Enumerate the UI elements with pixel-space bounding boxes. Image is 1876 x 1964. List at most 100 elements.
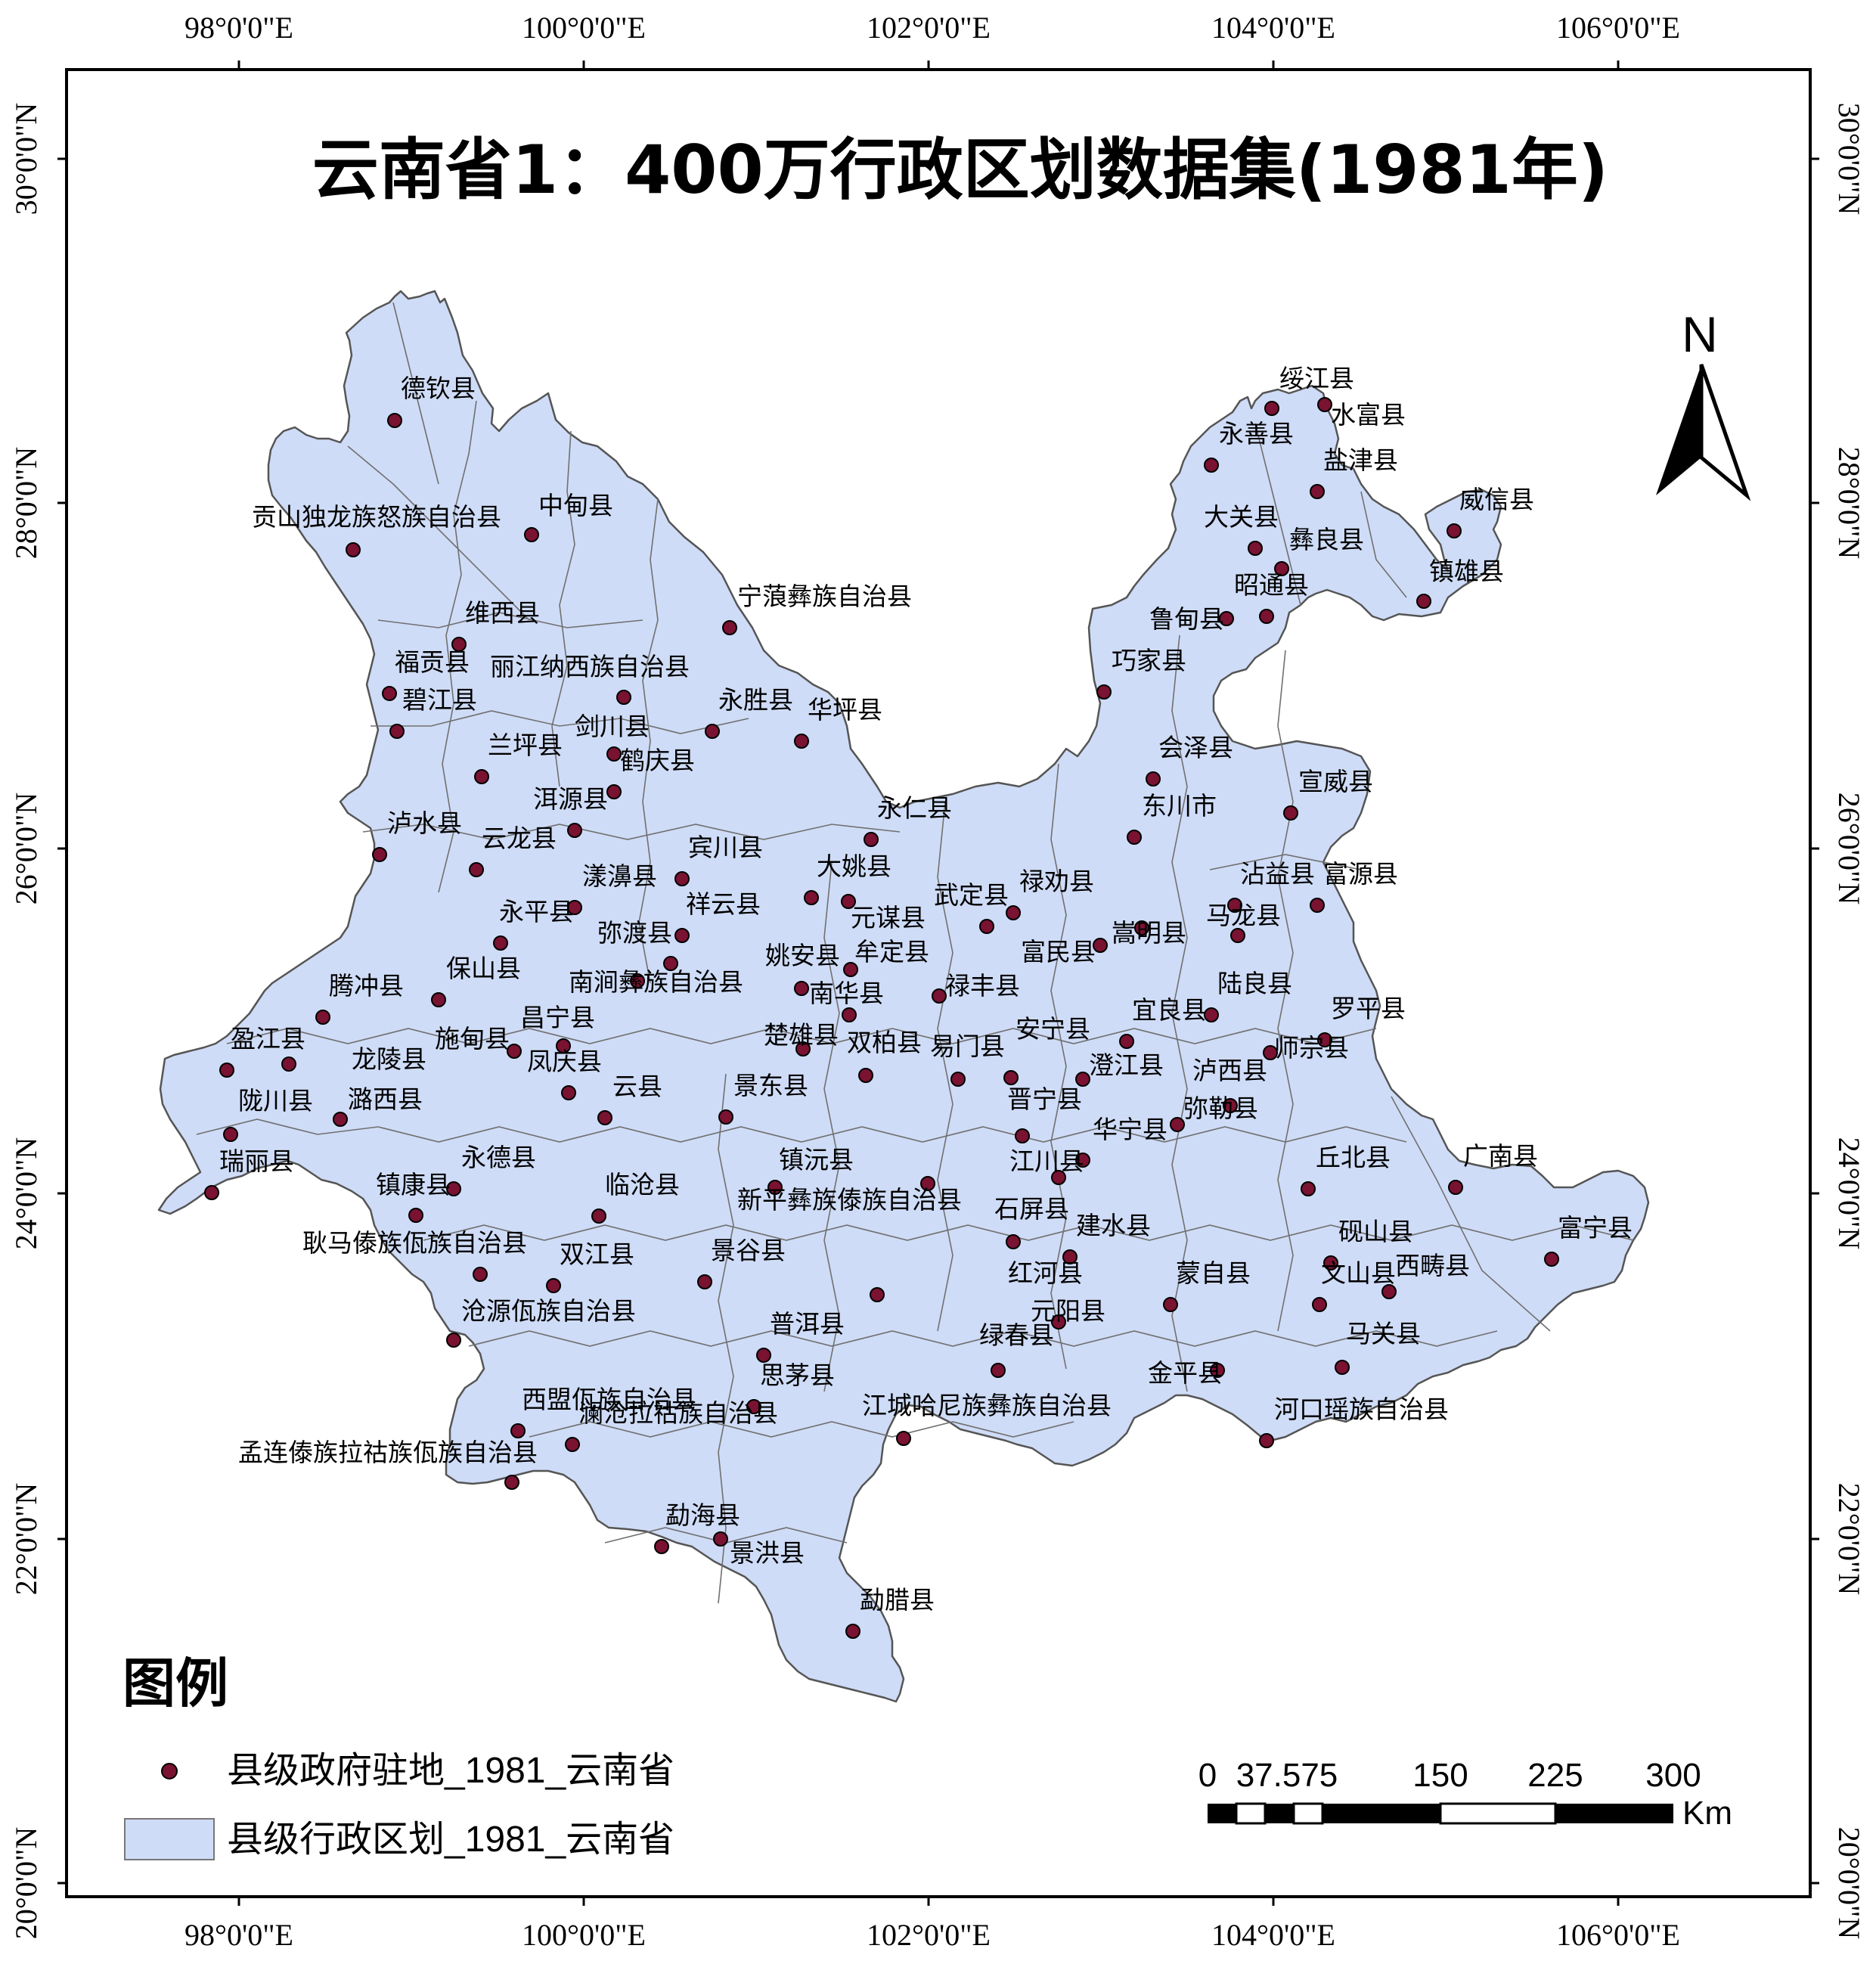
left-tick-label: 24°0'0"N (9, 1137, 43, 1249)
county-label: 金平县 (1148, 1358, 1223, 1388)
county-seat-point (722, 620, 737, 635)
county-label: 鹤庆县 (620, 746, 695, 775)
scale-label: 0 (1198, 1757, 1217, 1794)
north-arrow-icon-outline (1699, 364, 1751, 501)
county-seat-point (597, 1110, 612, 1125)
county-label: 龙陵县 (352, 1044, 426, 1074)
county-label: 永德县 (461, 1143, 536, 1172)
county-seat-point (372, 847, 387, 862)
county-seat-point (718, 1109, 733, 1125)
legend-point-symbol (161, 1763, 178, 1779)
county-seat-point (1301, 1181, 1316, 1196)
bottom-tick-label: 98°0'0"E (184, 1918, 293, 1952)
county-label: 红河县 (1008, 1258, 1083, 1288)
county-label: 景东县 (733, 1071, 808, 1100)
county-seat-point (1204, 1007, 1219, 1022)
county-seat-point (1127, 830, 1142, 845)
county-label: 双江县 (560, 1240, 634, 1269)
county-label: 中甸县 (538, 491, 613, 520)
legend-polygon-label: 县级行政区划_1981_云南省 (227, 1820, 674, 1860)
county-label: 孟连傣族拉祜族佤族自治县 (238, 1438, 538, 1467)
county-label: 广南县 (1463, 1141, 1538, 1171)
county-seat-point (524, 527, 539, 542)
county-seat-point (473, 1267, 488, 1282)
county-label: 罗平县 (1331, 994, 1406, 1023)
right-tick-label: 22°0'0"N (1832, 1483, 1866, 1595)
county-label: 巧家县 (1112, 646, 1186, 675)
county-label: 镇康县 (376, 1170, 451, 1199)
county-label: 镇雄县 (1429, 557, 1504, 586)
county-label: 会泽县 (1158, 733, 1233, 762)
county-seat-point (1263, 1045, 1278, 1060)
county-label: 姚安县 (765, 941, 840, 970)
county-label: 绿春县 (979, 1320, 1054, 1350)
county-seat-point (705, 724, 720, 739)
county-seat-point (446, 1181, 461, 1196)
county-label: 凤庆县 (527, 1047, 602, 1076)
county-label: 文山县 (1321, 1258, 1396, 1288)
county-label: 碧江县 (402, 685, 477, 715)
county-label: 富宁县 (1558, 1213, 1633, 1243)
county-label: 永胜县 (718, 685, 793, 715)
county-seat-point (591, 1208, 606, 1224)
county-seat-point (864, 832, 879, 847)
county-seat-point (606, 784, 622, 799)
county-label: 绥江县 (1279, 364, 1354, 393)
county-seat-point (1230, 928, 1245, 943)
top-tick-label: 104°0'0"E (1211, 11, 1335, 45)
county-label: 蒙自县 (1176, 1258, 1251, 1288)
county-seat-point (1381, 1284, 1397, 1299)
county-seat-point (1264, 401, 1279, 416)
north-arrow: N (1656, 306, 1751, 501)
county-label: 丘北县 (1316, 1143, 1391, 1172)
county-seat-point (315, 1010, 330, 1025)
county-seat-point (697, 1274, 712, 1289)
scale-segment (1439, 1802, 1557, 1825)
county-seat-point (408, 1208, 423, 1223)
legend-point-label: 县级政府驻地_1981_云南省 (227, 1751, 674, 1791)
legend: 图例 县级政府驻地_1981_云南省 县级行政区划_1981_云南省 (122, 1652, 674, 1860)
county-label: 河口瑶族自治县 (1274, 1395, 1449, 1424)
county-seat-point (1283, 805, 1298, 821)
county-label: 潞西县 (348, 1084, 423, 1114)
county-seat-point (606, 746, 622, 762)
county-seat-point (713, 1531, 728, 1547)
scale-segment (1555, 1804, 1673, 1823)
county-label: 牟定县 (854, 937, 929, 966)
county-label: 师宗县 (1274, 1033, 1349, 1063)
county-label: 瑞丽县 (219, 1146, 294, 1176)
county-seat-point (1310, 898, 1325, 913)
county-seat-point (1204, 458, 1219, 473)
county-label: 景谷县 (711, 1236, 786, 1265)
county-label: 耿马傣族佤族自治县 (302, 1228, 527, 1258)
county-seat-point (1223, 1098, 1238, 1113)
county-seat-point (674, 928, 690, 943)
county-label: 富民县 (1021, 937, 1096, 966)
county-label: 贡山独龙族怒族自治县 (252, 502, 501, 532)
county-seat-point (858, 1068, 873, 1083)
county-seat-point (1006, 1234, 1021, 1249)
tick-marks (57, 61, 1819, 1906)
county-label: 南华县 (809, 979, 884, 1008)
county-label: 思茅县 (760, 1361, 835, 1390)
county-label: 泸水县 (387, 808, 462, 838)
county-label: 华坪县 (808, 695, 882, 724)
county-seat-point (1310, 484, 1325, 499)
county-seat-point (431, 992, 446, 1007)
county-seat-point (1317, 397, 1332, 412)
county-label: 勐海县 (665, 1500, 740, 1530)
county-label: 元谋县 (851, 903, 926, 932)
county-seat-point (1093, 938, 1108, 953)
county-seat-point (556, 1038, 571, 1053)
scale-segment (1265, 1804, 1294, 1823)
county-label: 鲁甸县 (1149, 604, 1224, 634)
scale-bar: 0 37.575 150 225 300 Km (1198, 1757, 1732, 1832)
county-seat-point (504, 1475, 519, 1490)
county-label: 勐腊县 (860, 1585, 935, 1615)
north-label: N (1682, 306, 1718, 362)
county-seat-point (510, 1423, 526, 1438)
county-label: 维西县 (465, 598, 540, 628)
county-seat-point (1075, 1153, 1090, 1168)
county-seat-point (630, 973, 645, 988)
